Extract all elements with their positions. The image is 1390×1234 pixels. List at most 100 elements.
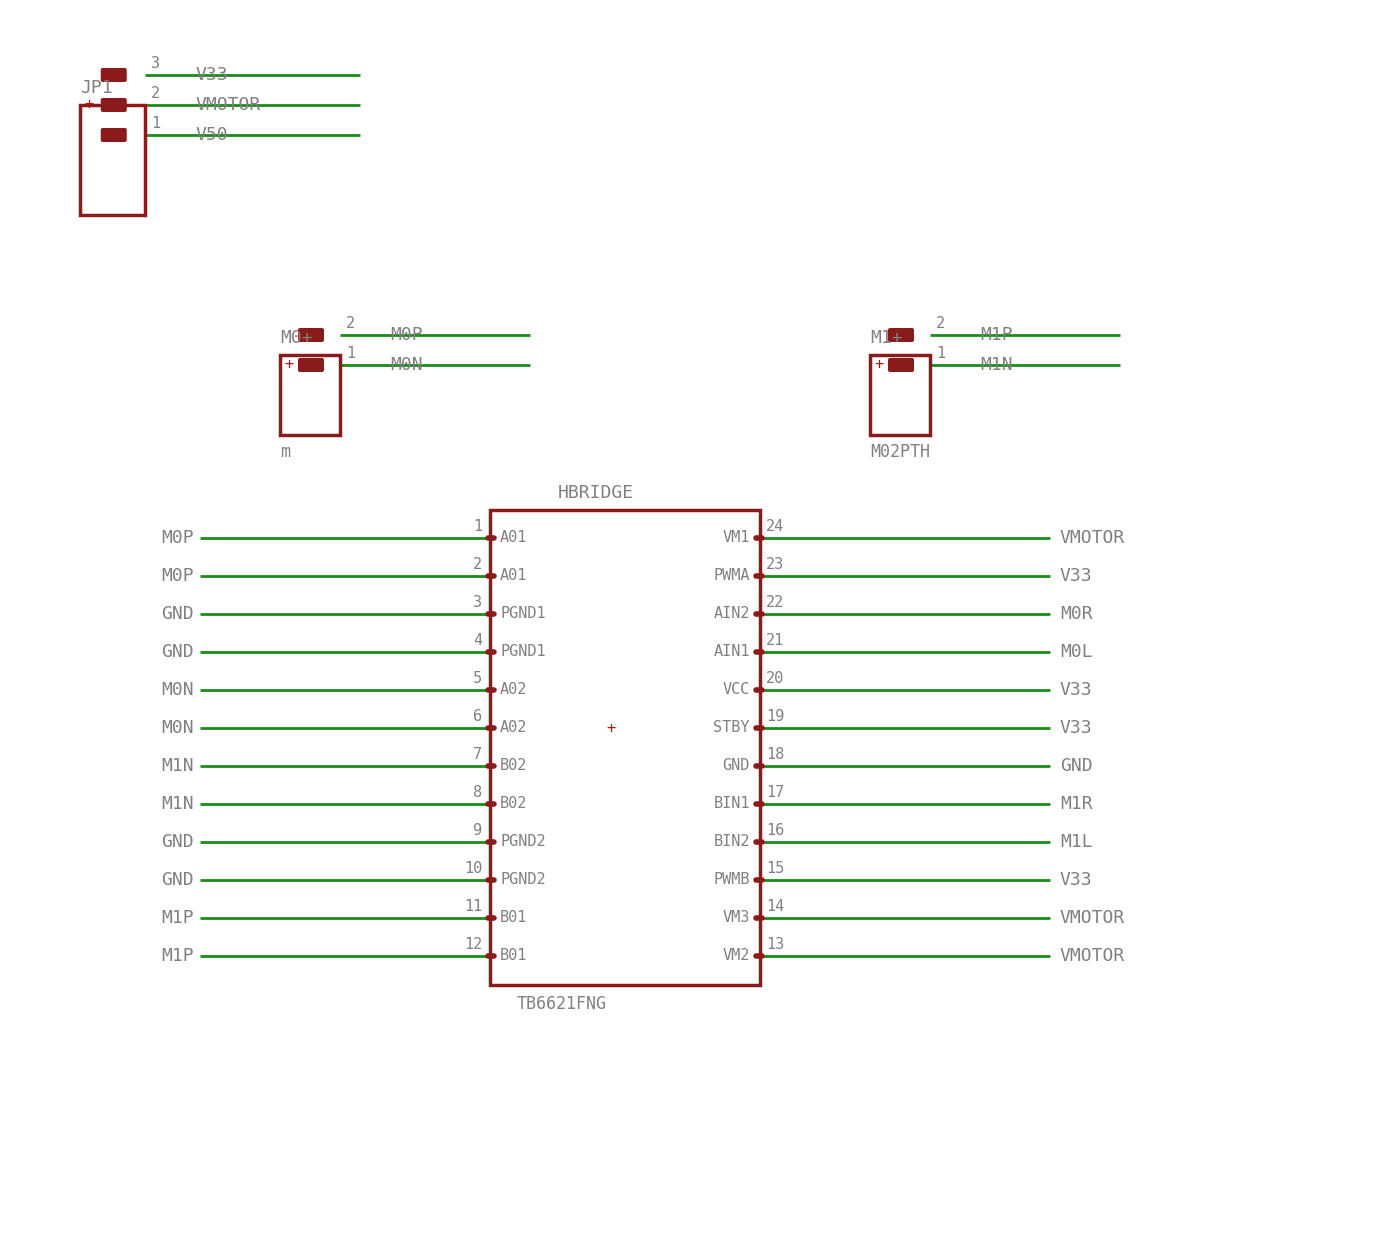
- Text: PGND2: PGND2: [500, 872, 546, 887]
- Text: VMOTOR: VMOTOR: [1061, 529, 1126, 547]
- Text: V33: V33: [1061, 719, 1093, 737]
- Text: 9: 9: [473, 823, 482, 838]
- Text: M0N: M0N: [161, 681, 195, 698]
- Text: +: +: [606, 721, 616, 735]
- Text: 1: 1: [346, 346, 354, 362]
- Text: GND: GND: [161, 833, 195, 851]
- Text: M0L: M0L: [1061, 643, 1093, 661]
- Text: 1: 1: [935, 346, 945, 362]
- Text: M0N: M0N: [161, 719, 195, 737]
- Text: VCC: VCC: [723, 682, 751, 697]
- Text: +: +: [83, 97, 93, 112]
- Text: M02PTH: M02PTH: [870, 443, 930, 462]
- Text: V33: V33: [1061, 871, 1093, 888]
- Text: BIN2: BIN2: [713, 834, 751, 849]
- Text: A02: A02: [500, 721, 527, 735]
- Text: 17: 17: [766, 785, 784, 800]
- Text: M1+: M1+: [870, 329, 902, 347]
- Text: 5: 5: [473, 671, 482, 686]
- Text: M0R: M0R: [1061, 605, 1093, 623]
- Text: VM1: VM1: [723, 531, 751, 545]
- Text: 3: 3: [473, 595, 482, 610]
- Text: JP1: JP1: [81, 79, 113, 97]
- Text: 20: 20: [766, 671, 784, 686]
- Text: 6: 6: [473, 710, 482, 724]
- Text: PWMA: PWMA: [713, 569, 751, 584]
- Text: B01: B01: [500, 911, 527, 926]
- Bar: [81, 105, 145, 215]
- Text: M0P: M0P: [161, 529, 195, 547]
- Text: A02: A02: [500, 682, 527, 697]
- Text: PWMB: PWMB: [713, 872, 751, 887]
- Text: VMOTOR: VMOTOR: [195, 96, 260, 114]
- Text: m: m: [279, 443, 291, 462]
- FancyBboxPatch shape: [888, 358, 915, 371]
- Text: GND: GND: [1061, 756, 1093, 775]
- Text: VM2: VM2: [723, 949, 751, 964]
- Text: 14: 14: [766, 900, 784, 914]
- Text: PGND1: PGND1: [500, 606, 546, 622]
- Text: B01: B01: [500, 949, 527, 964]
- Text: 12: 12: [464, 937, 482, 951]
- Text: 1: 1: [152, 116, 160, 131]
- Text: M1N: M1N: [161, 756, 195, 775]
- FancyBboxPatch shape: [888, 328, 915, 342]
- Text: PGND1: PGND1: [500, 644, 546, 659]
- Text: VM3: VM3: [723, 911, 751, 926]
- Text: B02: B02: [500, 759, 527, 774]
- Text: B02: B02: [500, 796, 527, 812]
- Text: AIN2: AIN2: [713, 606, 751, 622]
- Text: AIN1: AIN1: [713, 644, 751, 659]
- Text: M1N: M1N: [980, 355, 1013, 374]
- Text: PGND2: PGND2: [500, 834, 546, 849]
- Text: 15: 15: [766, 861, 784, 876]
- Text: 2: 2: [473, 557, 482, 573]
- Text: 21: 21: [766, 633, 784, 648]
- Text: 23: 23: [766, 557, 784, 573]
- Text: TB6621FNG: TB6621FNG: [517, 995, 607, 1013]
- Text: VMOTOR: VMOTOR: [1061, 909, 1126, 927]
- Text: 2: 2: [346, 316, 354, 331]
- Text: 7: 7: [473, 747, 482, 763]
- Text: 22: 22: [766, 595, 784, 610]
- Text: M0P: M0P: [161, 566, 195, 585]
- Text: 18: 18: [766, 747, 784, 763]
- Text: GND: GND: [161, 643, 195, 661]
- Text: V50: V50: [195, 126, 228, 144]
- Text: M1P: M1P: [980, 326, 1013, 344]
- Text: 11: 11: [464, 900, 482, 914]
- Text: GND: GND: [161, 605, 195, 623]
- Text: A01: A01: [500, 569, 527, 584]
- Text: GND: GND: [161, 871, 195, 888]
- Text: 1: 1: [473, 520, 482, 534]
- Text: 2: 2: [152, 86, 160, 101]
- FancyBboxPatch shape: [100, 128, 126, 142]
- FancyBboxPatch shape: [100, 97, 126, 112]
- Text: V33: V33: [1061, 566, 1093, 585]
- FancyBboxPatch shape: [297, 358, 324, 371]
- Text: M1R: M1R: [1061, 795, 1093, 813]
- Text: 24: 24: [766, 520, 784, 534]
- Text: 13: 13: [766, 937, 784, 951]
- Text: 10: 10: [464, 861, 482, 876]
- FancyBboxPatch shape: [297, 328, 324, 342]
- Bar: [491, 510, 760, 985]
- Text: 8: 8: [473, 785, 482, 800]
- Bar: [279, 355, 341, 436]
- Text: V33: V33: [195, 65, 228, 84]
- Text: 3: 3: [152, 56, 160, 72]
- Text: HBRIDGE: HBRIDGE: [557, 484, 634, 502]
- Text: GND: GND: [723, 759, 751, 774]
- Text: +: +: [874, 358, 883, 373]
- Bar: [870, 355, 930, 436]
- Text: BIN1: BIN1: [713, 796, 751, 812]
- Text: STBY: STBY: [713, 721, 751, 735]
- Text: +: +: [284, 358, 293, 373]
- Text: A01: A01: [500, 531, 527, 545]
- Text: M0N: M0N: [391, 355, 423, 374]
- Text: M1P: M1P: [161, 909, 195, 927]
- Text: 19: 19: [766, 710, 784, 724]
- Text: VMOTOR: VMOTOR: [1061, 946, 1126, 965]
- Text: M0+: M0+: [279, 329, 313, 347]
- Text: M1L: M1L: [1061, 833, 1093, 851]
